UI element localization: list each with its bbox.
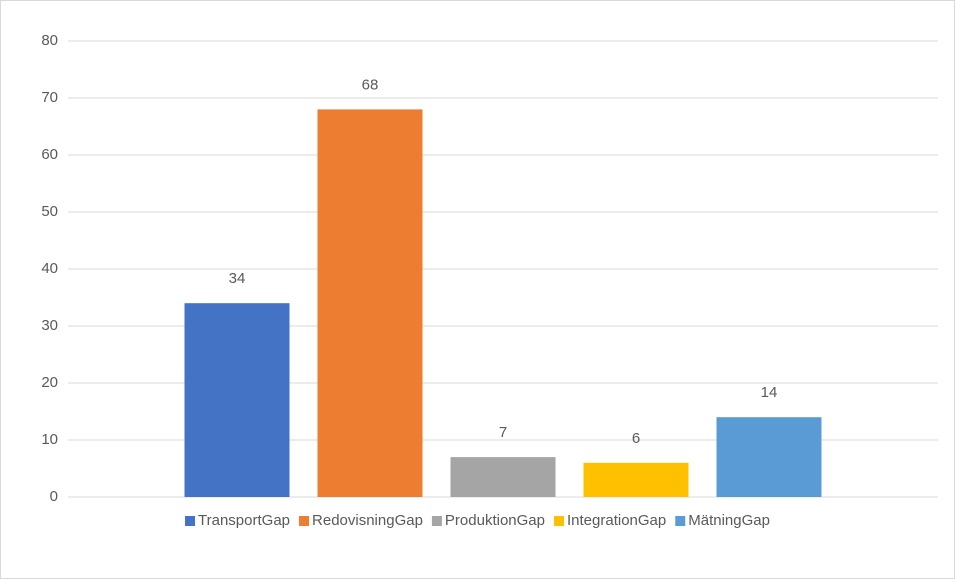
y-tick-label: 20 [41, 374, 58, 391]
y-tick-label: 70 [41, 89, 58, 106]
bar [317, 109, 423, 498]
legend-label: TransportGap [198, 512, 290, 529]
data-label: 6 [632, 430, 640, 447]
data-label: 14 [761, 384, 778, 401]
bar [716, 417, 822, 497]
bar [184, 303, 290, 497]
y-tick-label: 0 [50, 488, 58, 505]
y-tick-label: 10 [41, 431, 58, 448]
legend-swatch [185, 516, 196, 526]
bar [450, 457, 556, 497]
y-tick-label: 30 [41, 317, 58, 334]
bar [583, 462, 689, 497]
y-tick-label: 60 [41, 146, 58, 163]
legend-label: IntegrationGap [567, 512, 666, 529]
y-tick-label: 80 [41, 32, 58, 49]
legend-label: MätningGap [688, 512, 770, 529]
legend-swatch [431, 516, 442, 526]
legend-swatch [675, 516, 686, 526]
legend-label: RedovisningGap [312, 512, 423, 529]
data-label: 68 [362, 76, 379, 93]
legend-label: ProduktionGap [445, 512, 545, 529]
y-tick-label: 50 [41, 203, 58, 220]
legend-swatch [554, 516, 565, 526]
data-label: 34 [229, 270, 246, 287]
y-tick-label: 40 [41, 260, 58, 277]
data-label: 7 [499, 424, 507, 441]
legend-swatch [299, 516, 310, 526]
